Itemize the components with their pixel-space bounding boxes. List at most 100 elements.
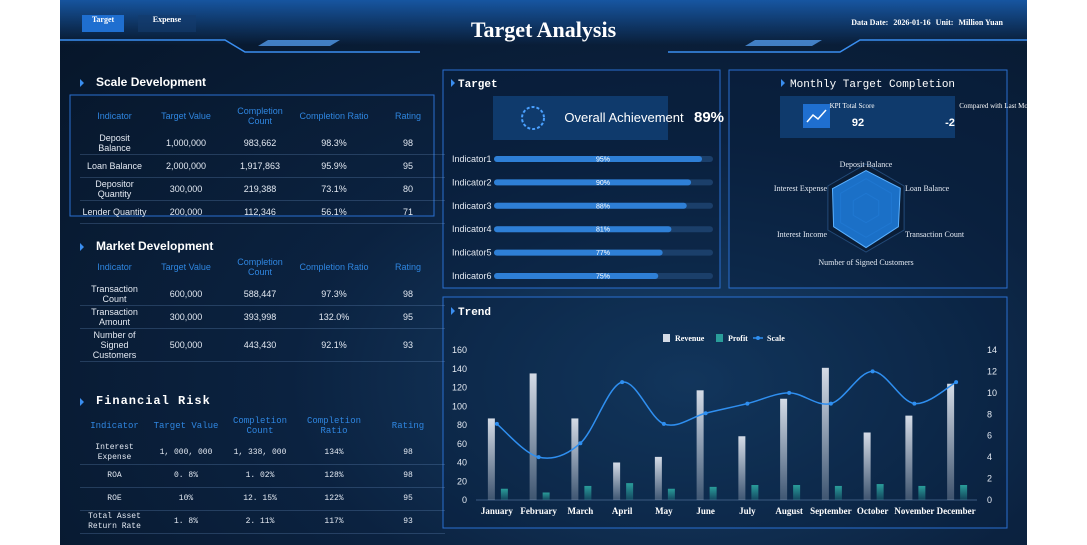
- section-marker: [781, 79, 785, 87]
- meta-date-label: Data Date:: [851, 18, 889, 27]
- x-tick-label: July: [739, 506, 756, 516]
- panel-border: [442, 296, 1008, 529]
- value-label: 95%: [596, 157, 610, 164]
- column-header: Completion Ratio: [306, 416, 361, 436]
- table-row: Depositor Quantity 300,000 219,388 73.1% 80: [80, 177, 445, 201]
- table-cell: 97.3%: [297, 283, 371, 306]
- bar: [780, 398, 788, 500]
- bar-label: Indicator1: [452, 154, 492, 164]
- tab[interactable]: Target: [82, 15, 124, 32]
- table-cell: 95: [371, 487, 445, 511]
- point: [536, 455, 541, 460]
- bar-label: Indicator3: [452, 201, 492, 211]
- bar: [494, 273, 659, 279]
- header-stripe: [258, 40, 822, 46]
- legend-label: Scale: [767, 334, 785, 343]
- point: [787, 390, 792, 395]
- table-cell: 10%: [149, 487, 223, 511]
- kpi-value: -2: [945, 117, 955, 129]
- y-tick-label: 100: [452, 401, 467, 411]
- bar: [529, 373, 537, 500]
- x-tick-label: November: [894, 506, 934, 516]
- bar-label: Indicator5: [452, 248, 492, 258]
- bar: [487, 418, 495, 500]
- column-header: Target Value: [153, 421, 219, 431]
- data-table: Indicator Target Value Completion Count Com…: [80, 410, 445, 534]
- header-meta: Data Date: 2026-01-16 Unit: Million Yuan: [851, 18, 1003, 27]
- table-cell: 95: [371, 154, 445, 178]
- legend-label: Profit: [728, 334, 748, 343]
- table-cell: 2. 11%: [223, 510, 297, 534]
- x-tick-label: April: [612, 506, 633, 516]
- table-cell: 300,000: [149, 305, 223, 329]
- table-cell: 2,000,000: [149, 154, 223, 178]
- section-title: Financial Risk: [96, 394, 211, 408]
- table-cell: Number of Signed Customers: [80, 328, 149, 362]
- bar: [500, 488, 508, 500]
- kpi-label: Compared with Last Month: [959, 102, 1037, 110]
- kpi-icon: [521, 106, 545, 130]
- panel-title: Target: [458, 79, 498, 91]
- header-row: Indicator Target Value Completion Count Com…: [80, 100, 445, 132]
- radar-area: [831, 170, 901, 249]
- section-marker: [80, 243, 84, 251]
- table-cell: 600,000: [149, 283, 223, 306]
- point: [494, 421, 499, 426]
- kpi-label: KPI Total Score: [830, 102, 875, 110]
- kpi-box: [493, 96, 668, 140]
- table-row: ROA 0. 8% 1. 02% 128% 98: [80, 464, 445, 488]
- section-marker: [80, 79, 84, 87]
- x-tick-label: August: [775, 506, 803, 516]
- column-header: Completion Count: [237, 106, 283, 126]
- table-row: Loan Balance 2,000,000 1,917,863 95.9% 95: [80, 154, 445, 178]
- table-cell: 122%: [297, 487, 371, 511]
- y-tick-label: 60: [457, 439, 467, 449]
- column-header: Completion Ratio: [299, 262, 369, 272]
- table-cell: 1. 02%: [223, 464, 297, 488]
- point: [578, 441, 583, 446]
- bar: [667, 488, 675, 500]
- x-tick-label: September: [810, 506, 852, 516]
- bar: [696, 390, 704, 500]
- bar: [584, 485, 592, 500]
- table-cell: 80: [371, 177, 445, 201]
- kpi-value: 89%: [694, 109, 724, 126]
- y-tick-label: 140: [452, 364, 467, 374]
- value-label: 81%: [596, 227, 610, 234]
- bar-label: Indicator4: [452, 224, 492, 234]
- table-cell: 588,447: [223, 283, 297, 306]
- bar-label: Indicator6: [452, 271, 492, 281]
- tab[interactable]: Expense: [138, 15, 196, 32]
- header-glow: [60, 0, 1027, 45]
- table-cell: 0. 8%: [149, 464, 223, 488]
- radar-label: Number of Signed Customers: [818, 258, 913, 267]
- x-tick-label: March: [567, 506, 593, 516]
- meta-date: 2026-01-16: [893, 18, 931, 27]
- table-cell: 95.9%: [297, 154, 371, 178]
- table-cell: Lender Quantity: [80, 200, 149, 224]
- bar: [793, 485, 801, 500]
- table-row: Interest Expense 1, 000, 000 1, 338, 000 13…: [80, 442, 445, 465]
- legend-label: Revenue: [675, 334, 705, 343]
- header-row: Indicator Target Value Completion Count Com…: [80, 251, 445, 283]
- y-tick-label: 20: [457, 476, 467, 486]
- y-tick-label: 0: [462, 495, 467, 505]
- point: [745, 401, 750, 406]
- panel-title: Trend: [458, 307, 491, 319]
- table-cell: 200,000: [149, 200, 223, 224]
- table-cell: 1, 338, 000: [223, 442, 297, 465]
- table-cell: 1,917,863: [223, 154, 297, 178]
- header-row: Indicator Target Value Completion Count Com…: [80, 410, 445, 442]
- table-row: ROE 10% 12. 15% 122% 95: [80, 487, 445, 511]
- bar: [751, 485, 759, 500]
- x-tick-label: December: [937, 506, 976, 516]
- value-label: 75%: [596, 274, 610, 281]
- point: [954, 380, 959, 385]
- table-row: Deposit Balance 1,000,000 983,662 98.3% 98: [80, 132, 445, 155]
- table-row: Transaction Amount 300,000 393,998 132.0% 95: [80, 305, 445, 329]
- y2-tick-label: 14: [987, 345, 997, 355]
- column-header: Completion Ratio: [299, 111, 369, 121]
- legend-swatch: [716, 334, 723, 342]
- meta-unit-label: Unit:: [935, 18, 954, 27]
